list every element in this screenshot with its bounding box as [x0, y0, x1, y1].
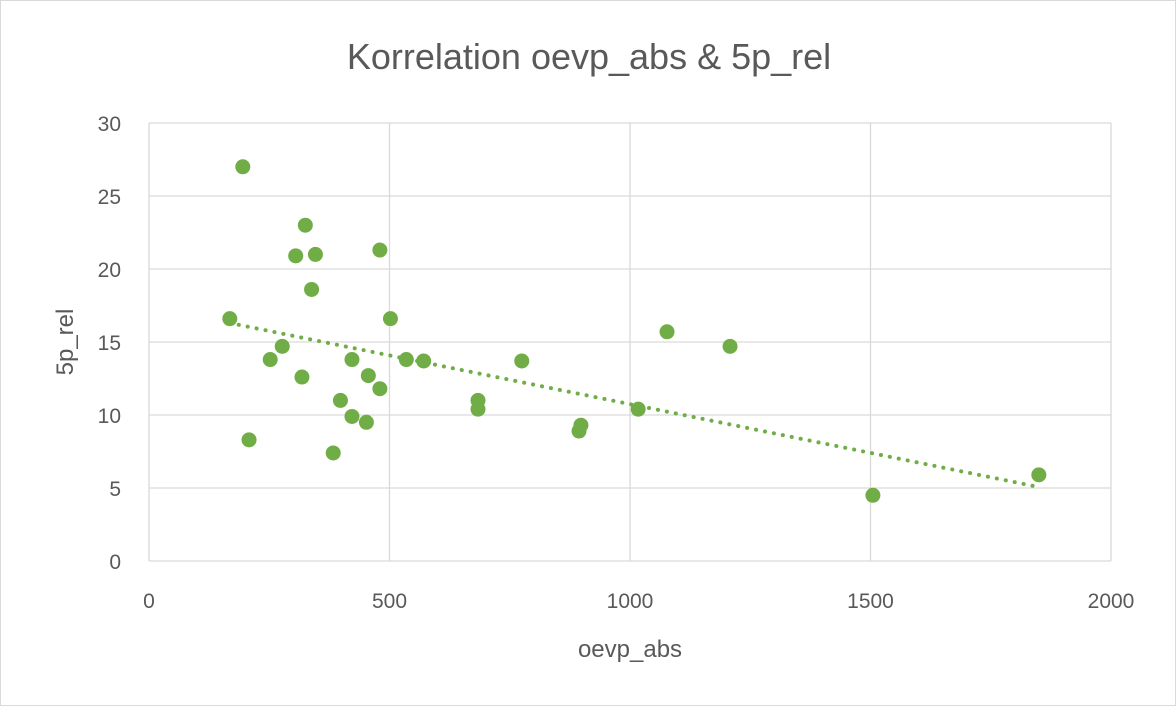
- data-point: [235, 159, 251, 175]
- data-point: [470, 401, 486, 417]
- data-point: [372, 242, 388, 258]
- x-axis-title: oevp_abs: [578, 636, 682, 663]
- data-point: [514, 353, 530, 369]
- data-point: [288, 248, 304, 264]
- x-tick-label: 1500: [847, 590, 894, 613]
- data-point: [344, 352, 360, 368]
- data-point: [659, 324, 675, 340]
- x-tick-label: 0: [143, 590, 155, 613]
- y-tick-label: 15: [98, 332, 121, 355]
- y-tick-label: 0: [109, 551, 121, 574]
- chart-title: Korrelation oevp_abs & 5p_rel: [347, 36, 831, 77]
- data-point: [297, 217, 313, 233]
- y-tick-label: 30: [98, 113, 121, 136]
- x-tick-label: 500: [372, 590, 407, 613]
- data-point: [307, 246, 323, 262]
- data-points: [222, 159, 1047, 503]
- x-tick-label: 1000: [607, 590, 654, 613]
- y-tick-label: 25: [98, 186, 121, 209]
- y-tick-label: 5: [109, 478, 121, 501]
- data-point: [222, 311, 238, 327]
- gridlines: [148, 122, 1112, 562]
- data-point: [722, 338, 738, 354]
- data-point: [865, 487, 881, 503]
- data-point: [630, 401, 646, 417]
- data-point: [398, 352, 414, 368]
- data-point: [344, 408, 360, 424]
- data-point: [241, 432, 257, 448]
- x-tick-label: 2000: [1088, 590, 1135, 613]
- x-axis-ticks: 0 500 1000 1500 2000: [143, 590, 1134, 613]
- y-axis-title: 5p_rel: [52, 309, 79, 376]
- data-point: [304, 281, 320, 297]
- data-point: [1031, 467, 1047, 483]
- data-point: [372, 381, 388, 397]
- y-tick-label: 20: [98, 259, 121, 282]
- data-point: [382, 311, 398, 327]
- y-tick-label: 10: [98, 405, 121, 428]
- data-point: [274, 338, 290, 354]
- data-point: [416, 353, 432, 369]
- data-point: [573, 417, 589, 433]
- data-point: [262, 352, 278, 368]
- data-point: [332, 392, 348, 408]
- y-axis-ticks: 0 5 10 15 20 25 30: [98, 113, 121, 574]
- data-point: [325, 445, 341, 461]
- data-point: [294, 369, 310, 385]
- data-point: [358, 414, 374, 430]
- data-point: [360, 368, 376, 384]
